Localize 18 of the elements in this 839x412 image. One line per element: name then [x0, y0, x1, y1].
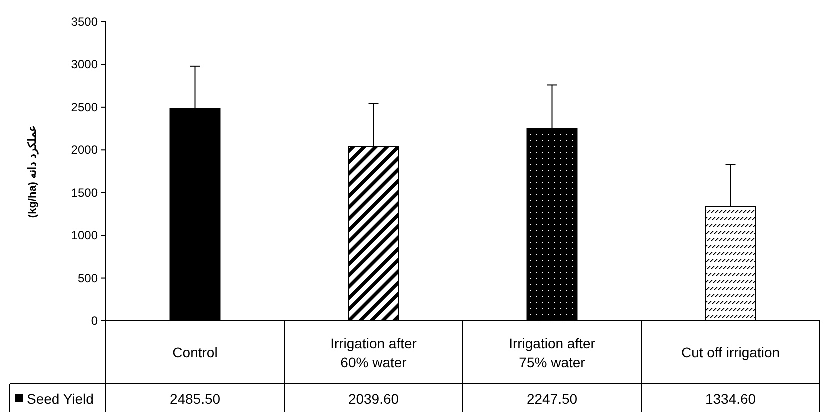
y-tick-label: 1000: [71, 228, 98, 243]
y-tick-label: 3500: [71, 15, 98, 29]
y-tick-label: 0: [91, 314, 98, 328]
data-label: 2039.60: [348, 391, 400, 407]
data-label: 2485.50: [170, 391, 221, 407]
y-tick-label: 1500: [71, 186, 98, 200]
legend-label: Seed Yield: [27, 391, 94, 407]
x-tick-label: Cut off irrigation: [681, 344, 780, 360]
y-axis-title: عملکرد دانه (kg/ha): [27, 124, 39, 218]
x-tick-label: Irrigation after 75% water: [509, 336, 596, 370]
data-label: 1334.60: [705, 391, 756, 407]
x-tick-label: Control: [172, 344, 218, 360]
y-tick-label: 2000: [71, 143, 98, 158]
y-tick-label: 3000: [71, 58, 98, 72]
data-label: 2247.50: [526, 391, 578, 407]
y-tick-label: 2500: [71, 100, 98, 114]
y-tick-label: 500: [78, 271, 98, 286]
x-tick-label: Irrigation after 60% water: [330, 336, 418, 370]
